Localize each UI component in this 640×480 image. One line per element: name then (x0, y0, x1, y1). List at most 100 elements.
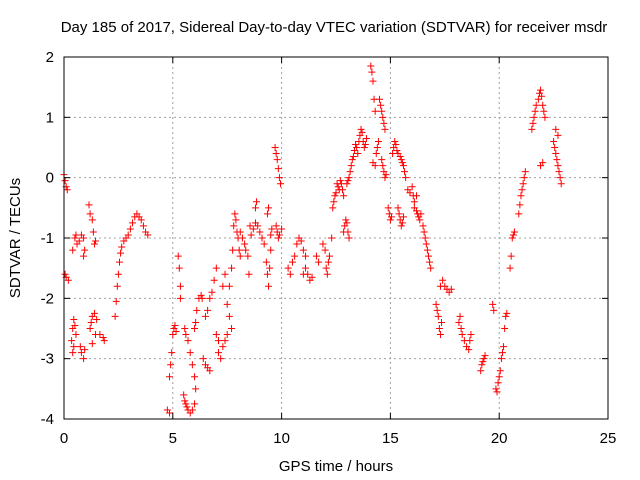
data-point (406, 189, 414, 197)
data-point (315, 258, 323, 266)
data-point (336, 177, 344, 185)
data-point (236, 228, 244, 236)
data-point (465, 346, 473, 354)
data-point (349, 153, 357, 161)
data-point (342, 216, 350, 224)
data-point (493, 388, 501, 396)
data-point (85, 201, 93, 209)
data-point (275, 174, 283, 182)
data-point (86, 325, 94, 332)
data-point (555, 168, 563, 176)
data-point (362, 134, 370, 142)
data-point (71, 234, 79, 242)
data-point (328, 234, 336, 242)
data-point (198, 294, 206, 302)
data-point (329, 204, 337, 212)
data-point (88, 216, 96, 224)
data-point (458, 331, 466, 339)
data-point (238, 234, 246, 242)
data-point (481, 352, 489, 360)
data-point (302, 252, 310, 260)
data-point (180, 391, 188, 399)
data-point (112, 297, 120, 305)
data-point (242, 246, 250, 254)
data-point (480, 355, 488, 363)
data-point (519, 180, 527, 188)
data-point (193, 306, 201, 314)
data-point (352, 140, 360, 148)
data-point (245, 270, 253, 278)
data-point (490, 306, 498, 314)
data-point (379, 113, 387, 121)
data-point (96, 331, 104, 339)
data-point (520, 174, 528, 182)
data-point (408, 183, 416, 191)
data-point (419, 222, 427, 230)
data-point (288, 258, 296, 266)
data-point (386, 216, 394, 224)
data-point (176, 282, 184, 290)
data-point (212, 331, 220, 339)
data-point (377, 101, 385, 109)
data-point (344, 228, 352, 236)
data-point (435, 325, 443, 332)
data-point (378, 156, 386, 164)
data-point (382, 171, 390, 179)
data-point (72, 331, 80, 339)
data-point (183, 403, 191, 411)
data-point (210, 276, 218, 284)
data-point (90, 240, 98, 248)
data-point (260, 240, 268, 248)
data-point (284, 264, 292, 272)
data-point (376, 95, 384, 103)
data-point (553, 156, 561, 164)
data-point (477, 367, 485, 375)
data-point (182, 331, 190, 339)
data-point (262, 258, 270, 266)
data-point (467, 331, 475, 339)
data-point (206, 367, 214, 375)
data-point (346, 168, 354, 176)
data-point (291, 252, 299, 260)
data-point (299, 246, 307, 254)
data-point (293, 240, 301, 248)
data-point (263, 210, 271, 218)
data-point (436, 331, 444, 339)
data-point (387, 213, 395, 221)
data-point (424, 252, 432, 260)
data-point (93, 315, 101, 323)
data-point (166, 373, 174, 381)
y-tick-label: 1 (46, 109, 54, 126)
data-point (343, 180, 351, 188)
data-point (171, 321, 179, 329)
data-point (354, 150, 362, 158)
data-point (540, 107, 548, 115)
data-point (86, 210, 94, 218)
data-point (265, 204, 273, 212)
data-point (176, 294, 184, 302)
data-point (399, 213, 407, 221)
data-point (438, 318, 446, 326)
data-point (244, 252, 252, 260)
data-point (530, 113, 538, 121)
data-point (297, 237, 305, 245)
data-point (88, 340, 96, 348)
data-point (439, 276, 447, 284)
data-point (167, 361, 175, 369)
data-point (70, 343, 78, 351)
data-point (417, 210, 425, 218)
data-point (236, 252, 244, 260)
data-point (334, 183, 342, 191)
data-point (344, 177, 352, 185)
data-point (556, 174, 564, 182)
data-point (124, 231, 132, 239)
y-tick-label: -1 (41, 230, 54, 247)
data-point (368, 68, 376, 76)
data-point (353, 144, 361, 151)
data-point (254, 222, 262, 230)
data-point (80, 234, 88, 242)
data-point (274, 165, 282, 173)
data-point (371, 162, 379, 170)
data-point (63, 186, 71, 194)
